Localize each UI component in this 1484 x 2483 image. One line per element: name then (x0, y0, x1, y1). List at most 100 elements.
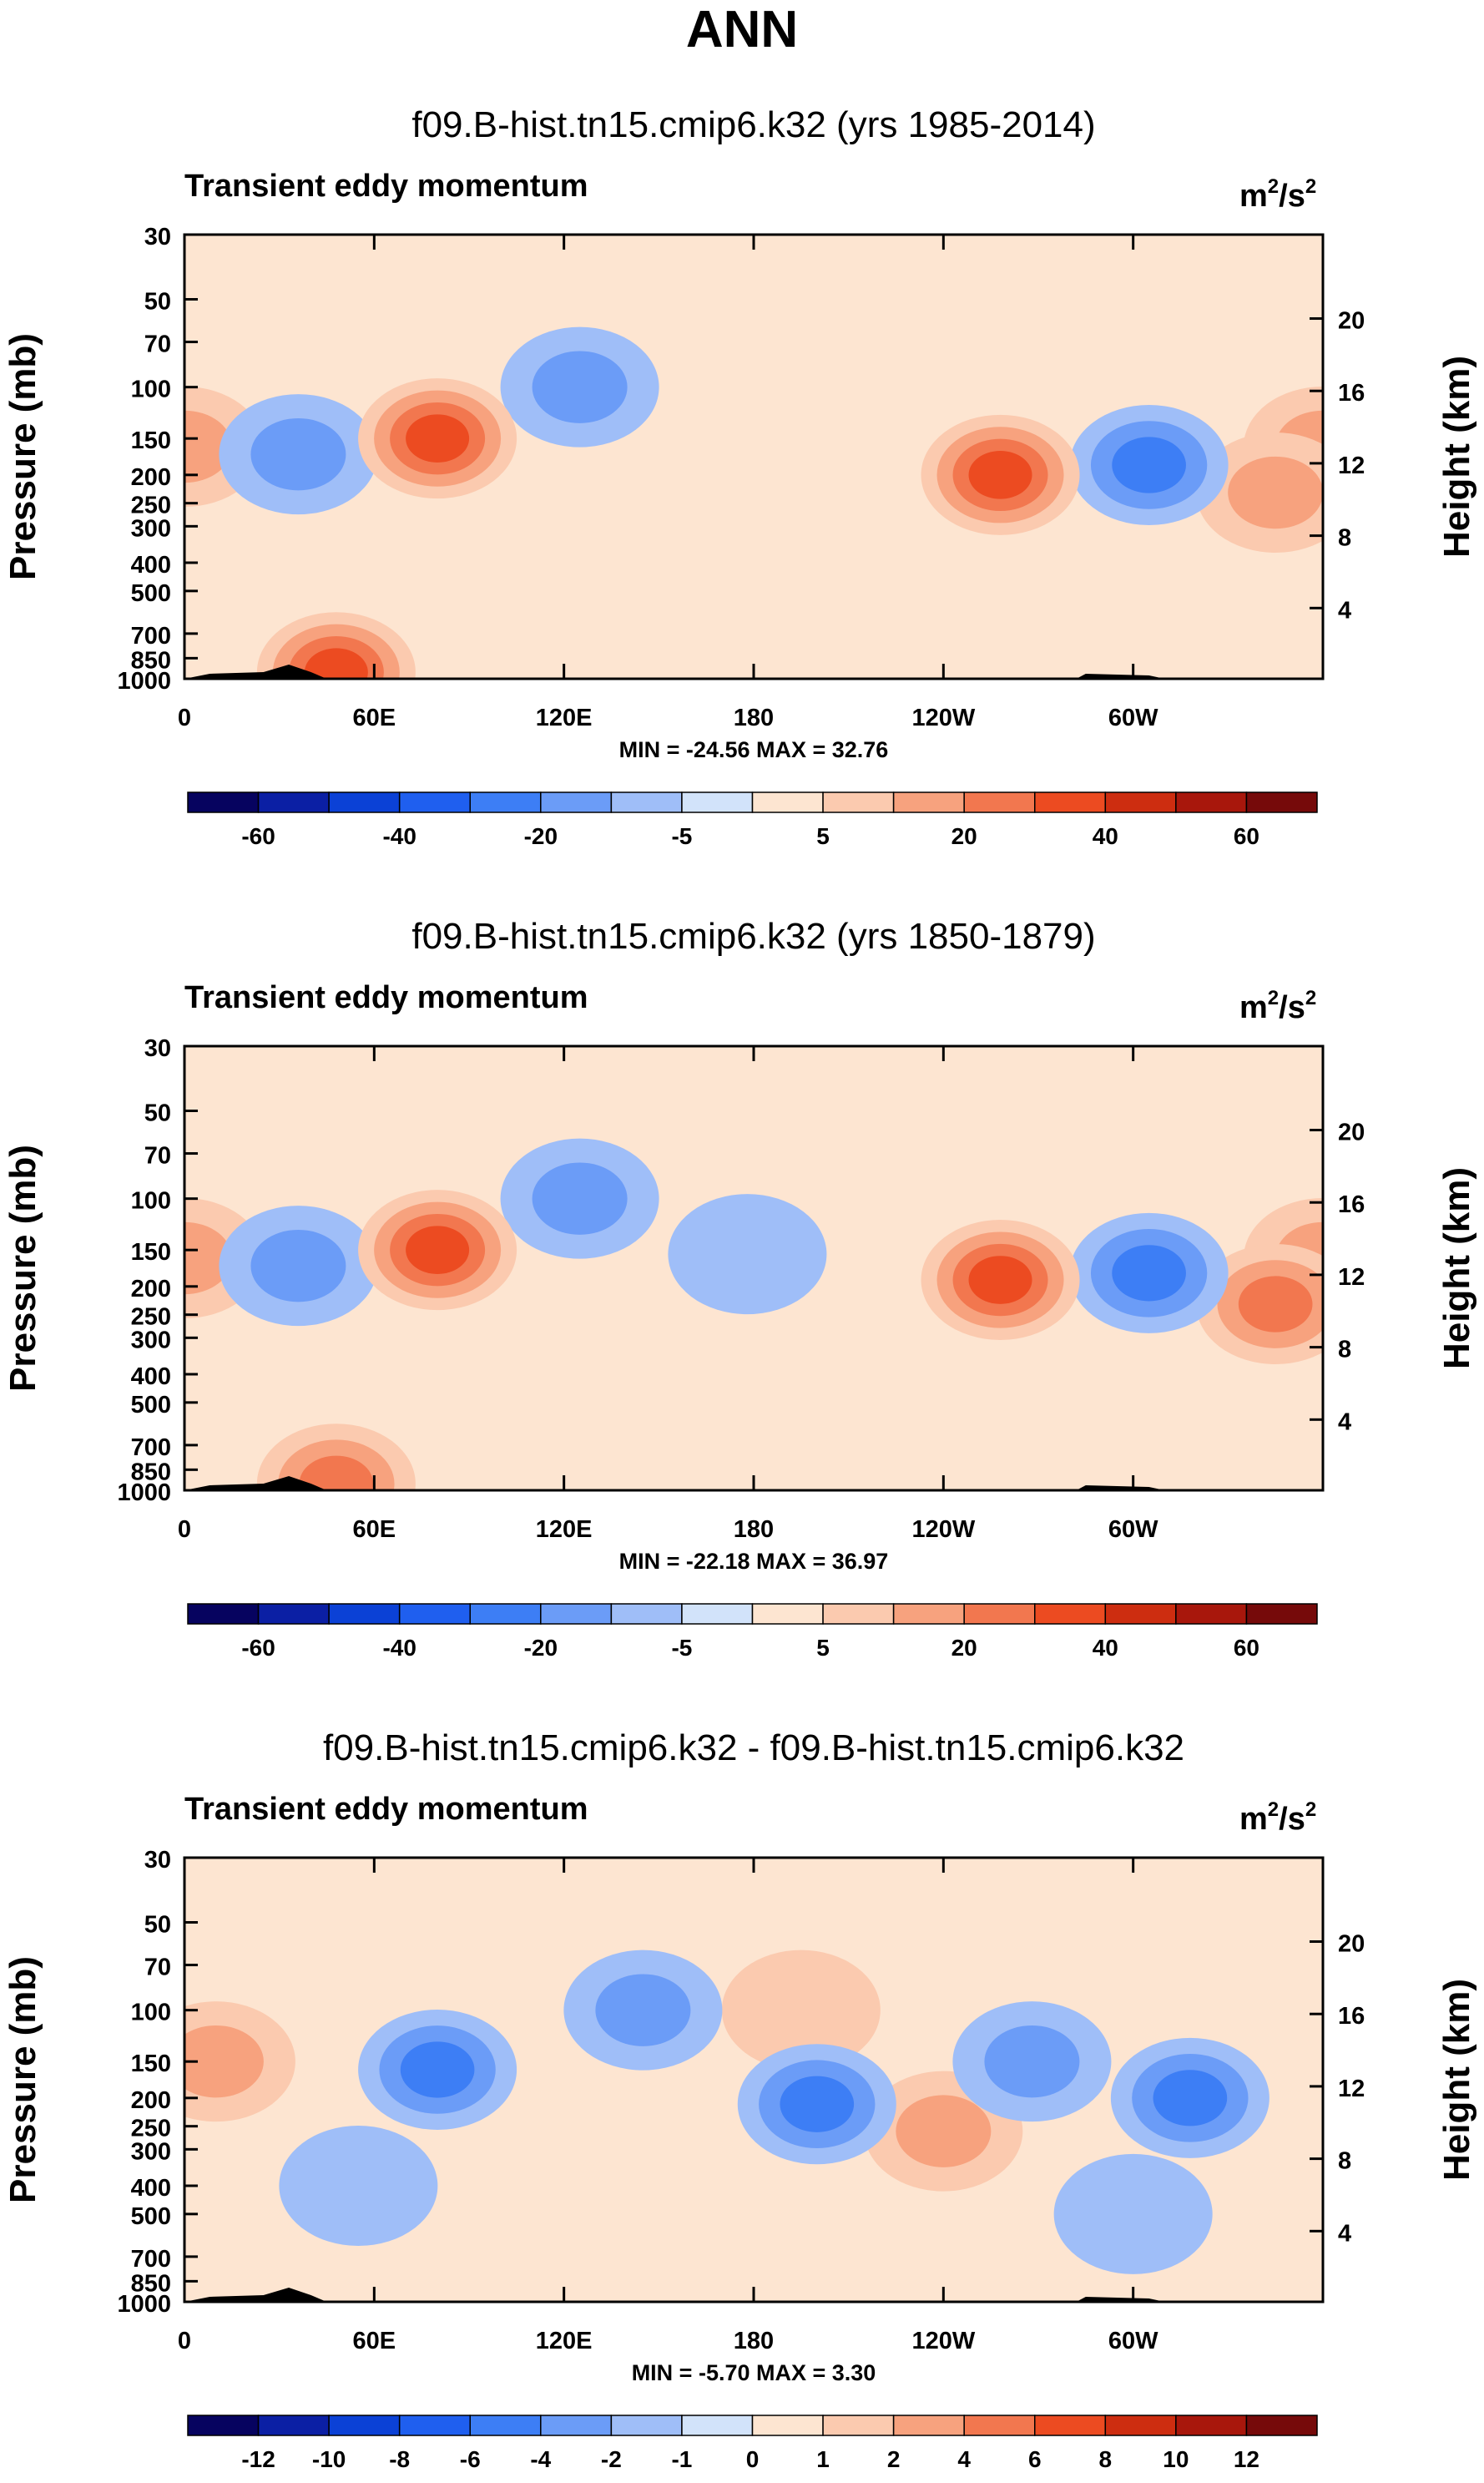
colorbar-swatch (892, 1603, 965, 1625)
units-exponent-2: 2 (1305, 1798, 1316, 1821)
colorbar-swatch (540, 791, 613, 813)
pressure-tick-label: 200 (131, 464, 171, 491)
panel-title: f09.B-hist.tn15.cmip6.k32 (yrs 1850-1879… (411, 916, 1095, 957)
colorbar-swatch (398, 1603, 471, 1625)
colorbar-swatch (257, 2415, 330, 2436)
units-exponent-2: 2 (1305, 175, 1316, 198)
colorbar-swatch (1034, 1603, 1107, 1625)
panel-variable-label: Transient eddy momentum (184, 1792, 588, 1827)
colorbar-swatch (681, 791, 754, 813)
contour-band (1153, 2070, 1228, 2126)
pressure-tick-label: 700 (131, 623, 171, 650)
figure-title: ANN (686, 1, 798, 58)
pressure-tick-label: 200 (131, 2087, 171, 2114)
lon-tick-label: 180 (734, 705, 774, 731)
pressure-tick-label: 50 (144, 1100, 171, 1127)
contour-field (184, 1949, 1269, 2274)
pressure-tick-label: 850 (131, 647, 171, 674)
height-axis-title: Height (km) (1436, 1979, 1477, 2181)
height-tick-label: 12 (1338, 453, 1365, 479)
pressure-tick-label: 850 (131, 1459, 171, 1485)
chart-panel-1: f09.B-hist.tn15.cmip6.k32 (yrs 1985-2014… (3, 104, 1477, 849)
colorbar-swatch (540, 1603, 613, 1625)
panels: f09.B-hist.tn15.cmip6.k32 (yrs 1985-2014… (3, 104, 1477, 2472)
contour-field (184, 1138, 1323, 1490)
colorbar-label: -60 (241, 823, 275, 849)
height-tick-label: 8 (1338, 525, 1351, 552)
pressure-tick-label: 700 (131, 1434, 171, 1461)
height-tick-label: 20 (1338, 1931, 1365, 1958)
colorbar-label: 60 (1234, 1635, 1259, 1661)
units-per-s: /s (1279, 179, 1305, 214)
contour-band (896, 2095, 992, 2167)
min-max-text: MIN = -5.70 MAX = 3.30 (632, 2360, 876, 2385)
lon-tick-label: 120W (911, 1516, 975, 1543)
colorbar-swatch (1104, 1603, 1177, 1625)
height-tick-label: 8 (1338, 2148, 1351, 2175)
contour-band (279, 2125, 438, 2246)
lon-tick-label: 120W (911, 2328, 975, 2354)
colorbar-swatch (1104, 2415, 1177, 2436)
colorbar-label: -40 (382, 1635, 416, 1661)
colorbar-swatch (1245, 1603, 1318, 1625)
colorbar-swatch (328, 2415, 401, 2436)
colorbar-swatch (257, 1603, 330, 1625)
contour-band (406, 1226, 470, 1274)
topography (184, 665, 327, 679)
contour-band (1112, 437, 1186, 493)
chart-panel-2: f09.B-hist.tn15.cmip6.k32 (yrs 1850-1879… (3, 916, 1477, 1661)
contour-band (184, 2025, 264, 2098)
colorbar-swatch (398, 2415, 471, 2436)
pressure-tick-label: 30 (144, 224, 171, 250)
pressure-tick-label: 100 (131, 377, 171, 403)
units-label: m2/s2 (1239, 1798, 1316, 1837)
colorbar-label: -10 (312, 2446, 346, 2472)
colorbar-swatch (328, 1603, 401, 1625)
colorbar-label: 4 (957, 2446, 971, 2472)
height-axis-title: Height (km) (1436, 356, 1477, 558)
pressure-tick-label: 70 (144, 331, 171, 358)
contour-band (668, 1194, 827, 1315)
lon-tick-label: 0 (178, 1516, 191, 1543)
colorbar-label: 40 (1093, 1635, 1118, 1661)
colorbar-label: 20 (951, 823, 977, 849)
colorbar-label: 20 (951, 1635, 977, 1661)
lon-tick-label: 0 (178, 2328, 191, 2354)
units-label: m2/s2 (1239, 987, 1316, 1025)
colorbar-swatch (751, 2415, 824, 2436)
pressure-tick-label: 1000 (117, 1479, 171, 1506)
units-exponent-2: 2 (1305, 987, 1316, 1009)
pressure-tick-label: 400 (131, 2175, 171, 2202)
pressure-tick-label: 150 (131, 2051, 171, 2077)
colorbar-swatch (1034, 2415, 1107, 2436)
lon-tick-label: 60E (353, 705, 396, 731)
pressure-tick-label: 500 (131, 580, 171, 607)
contour-band (780, 2076, 855, 2132)
lon-tick-label: 120W (911, 705, 975, 731)
colorbar-label: -40 (382, 823, 416, 849)
pressure-axis-title: Pressure (mb) (3, 1145, 43, 1392)
pressure-tick-label: 300 (131, 515, 171, 542)
lon-tick-label: 120E (536, 705, 593, 731)
units-per-s: /s (1279, 1802, 1305, 1837)
colorbar-swatch (187, 2415, 260, 2436)
contour-band (532, 351, 628, 423)
colorbar-swatch (1175, 791, 1248, 813)
colorbar-label: 0 (746, 2446, 760, 2472)
colorbar-label: 2 (887, 2446, 901, 2472)
lon-tick-label: 60E (353, 2328, 396, 2354)
colorbar-swatch (328, 791, 401, 813)
colorbar-swatch (892, 2415, 965, 2436)
units-exponent: 2 (1268, 175, 1279, 198)
pressure-tick-label: 700 (131, 2246, 171, 2273)
colorbar-label: -2 (601, 2446, 622, 2472)
colorbar-swatch (892, 791, 965, 813)
contour-band (1238, 1276, 1313, 1333)
height-tick-label: 8 (1338, 1337, 1351, 1363)
units-base: m (1239, 990, 1268, 1025)
colorbar-label: 1 (816, 2446, 830, 2472)
lon-tick-label: 0 (178, 705, 191, 731)
pressure-axis-title: Pressure (mb) (3, 1956, 43, 2203)
colorbar-swatch (751, 791, 824, 813)
